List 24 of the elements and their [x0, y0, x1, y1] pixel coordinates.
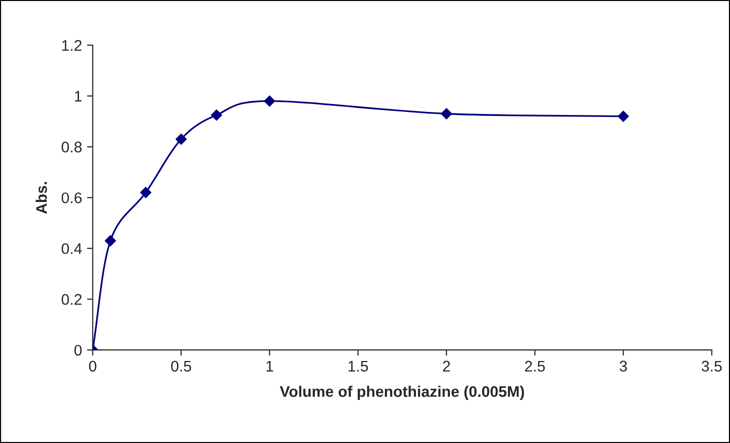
point — [618, 110, 629, 122]
point — [210, 109, 222, 121]
x-tick-label: 3 — [620, 360, 627, 372]
y-tick-label: 1.2 — [62, 40, 82, 51]
x-tick-label: 2.5 — [525, 360, 545, 372]
point — [440, 108, 452, 120]
x-tick-label: 1.5 — [348, 360, 368, 372]
point — [104, 235, 116, 246]
x-tick-label: 1 — [266, 360, 274, 372]
y-axis-title: Abs. — [36, 182, 47, 214]
y-tick-label: 0 — [74, 344, 82, 356]
y-tick-label: 0.4 — [62, 243, 82, 254]
point — [140, 186, 152, 198]
y-tick-label: 1 — [74, 91, 82, 102]
point — [175, 133, 187, 145]
x-tick-label: 3.5 — [702, 360, 722, 372]
point — [264, 95, 276, 107]
x-axis-title: Volume of phenothiazine (0.005M) — [280, 386, 524, 400]
y-tick-label: 0.6 — [62, 192, 82, 204]
x-tick-label: 0.5 — [171, 360, 192, 372]
y-tick-label: 0.8 — [62, 142, 82, 152]
y-tick-label: 0.2 — [62, 294, 82, 305]
x-tick-label: 2 — [442, 360, 450, 372]
x-tick-label: 0 — [89, 360, 96, 372]
